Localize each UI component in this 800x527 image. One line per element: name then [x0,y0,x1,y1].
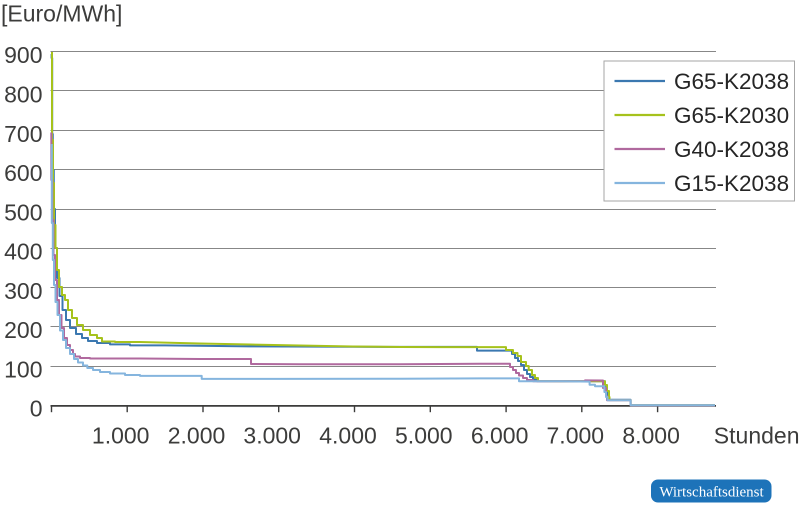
svg-text:0: 0 [30,396,43,422]
svg-text:200: 200 [4,317,42,343]
svg-text:G15-K2038: G15-K2038 [674,171,789,196]
svg-text:900: 900 [4,42,42,68]
svg-text:4.000: 4.000 [319,423,377,449]
svg-text:7.000: 7.000 [547,423,605,449]
svg-text:8.000: 8.000 [622,423,680,449]
svg-text:100: 100 [4,357,42,383]
svg-text:G40-K2038: G40-K2038 [674,137,789,162]
svg-text:500: 500 [4,199,42,225]
svg-text:800: 800 [4,82,42,108]
svg-text:700: 700 [4,121,42,147]
svg-text:400: 400 [4,239,42,265]
svg-text:1.000: 1.000 [92,423,150,449]
svg-text:G65-K2038: G65-K2038 [674,69,789,94]
svg-text:Stunden: Stunden [714,423,800,449]
svg-text:6.000: 6.000 [471,423,529,449]
svg-text:2.000: 2.000 [168,423,226,449]
svg-text:G65-K2030: G65-K2030 [674,103,789,128]
svg-text:3.000: 3.000 [243,423,301,449]
svg-text:Wirtschaftsdienst: Wirtschaftsdienst [659,485,764,501]
svg-text:5.000: 5.000 [395,423,453,449]
svg-text:[Euro/MWh]: [Euro/MWh] [1,1,122,27]
svg-text:600: 600 [4,160,42,186]
svg-text:300: 300 [4,278,42,304]
